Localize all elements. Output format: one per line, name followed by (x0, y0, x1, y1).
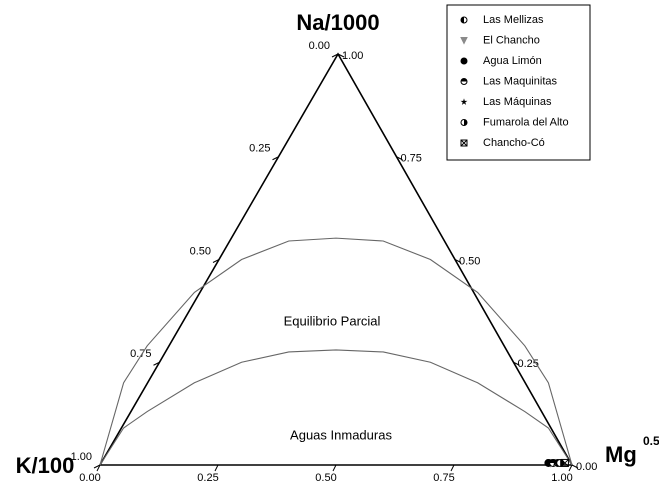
equilibrium-curve (99, 349, 573, 466)
right-tick-label: 0.00 (576, 461, 597, 473)
legend-marker (460, 57, 468, 65)
left-axis-label: K/100 (16, 453, 75, 478)
tick-mark (153, 361, 160, 366)
legend-box (446, 4, 591, 161)
tick-mark (571, 464, 579, 469)
equilibrium-curve (99, 237, 573, 466)
legend-label: Las Mellizas (483, 14, 544, 26)
marker-shape (464, 119, 467, 126)
legend-label: Las Máquinas (483, 96, 552, 108)
marker-shape (461, 78, 467, 82)
right-tick-label: 0.25 (518, 358, 539, 370)
tick-mark (272, 156, 279, 161)
tick-mark (337, 53, 345, 58)
marker (551, 458, 560, 467)
legend-label: Fumarola del Alto (483, 116, 569, 128)
tick-mark (332, 464, 337, 472)
bottom-tick-label: 0.75 (433, 472, 454, 484)
legend-label: El Chancho (483, 34, 540, 46)
legend-marker (460, 139, 468, 147)
marker-shape (561, 459, 569, 467)
legend-label: Agua Limón (483, 55, 542, 67)
tick-mark (450, 464, 455, 472)
tick-mark (96, 464, 101, 472)
left-tick-label: 1.00 (71, 451, 92, 463)
tick-mark (331, 53, 339, 58)
tick-mark (513, 361, 520, 366)
marker-shape (460, 37, 468, 45)
legend-marker (460, 16, 468, 24)
annotation: Aguas Inmaduras (290, 427, 392, 442)
left-tick-label: 0.75 (130, 348, 151, 360)
legend-label: Chancho-Có (483, 137, 545, 149)
top-axis-label: Na/1000 (296, 10, 379, 35)
marker-shape (551, 458, 560, 467)
legend-marker (460, 119, 468, 126)
legend-marker (460, 98, 468, 105)
marker-shape (560, 458, 569, 467)
marker-shape (460, 139, 468, 147)
annotation: Equilibrio Parcial (284, 313, 381, 328)
right-tick-label: 1.00 (342, 50, 363, 62)
tick-mark (93, 464, 101, 469)
marker-shape (460, 98, 468, 105)
right-axis-exponent: 0.5 (643, 434, 659, 448)
left-tick-label: 0.00 (309, 40, 330, 52)
marker-shape (461, 17, 464, 23)
right-axis-label: Mg (605, 442, 637, 467)
right-tick-label: 0.50 (459, 255, 480, 267)
bottom-tick-label: 0.00 (79, 472, 100, 484)
bottom-tick-label: 0.25 (197, 472, 218, 484)
marker (560, 458, 569, 467)
legend-label: Las Maquinitas (483, 75, 557, 87)
tick-mark (396, 156, 403, 161)
tick-mark (212, 259, 220, 263)
tick-mark (568, 464, 573, 472)
left-tick-label: 0.50 (190, 245, 211, 257)
right-tick-label: 0.75 (401, 153, 422, 165)
legend-marker (460, 37, 468, 45)
tick-mark (454, 259, 462, 263)
legend-marker (460, 78, 468, 85)
bottom-tick-label: 1.00 (551, 472, 572, 484)
marker-shape (460, 139, 468, 147)
marker-shape (460, 57, 468, 65)
left-tick-label: 0.25 (249, 143, 270, 155)
bottom-tick-label: 0.50 (315, 472, 336, 484)
tick-mark (214, 464, 219, 472)
